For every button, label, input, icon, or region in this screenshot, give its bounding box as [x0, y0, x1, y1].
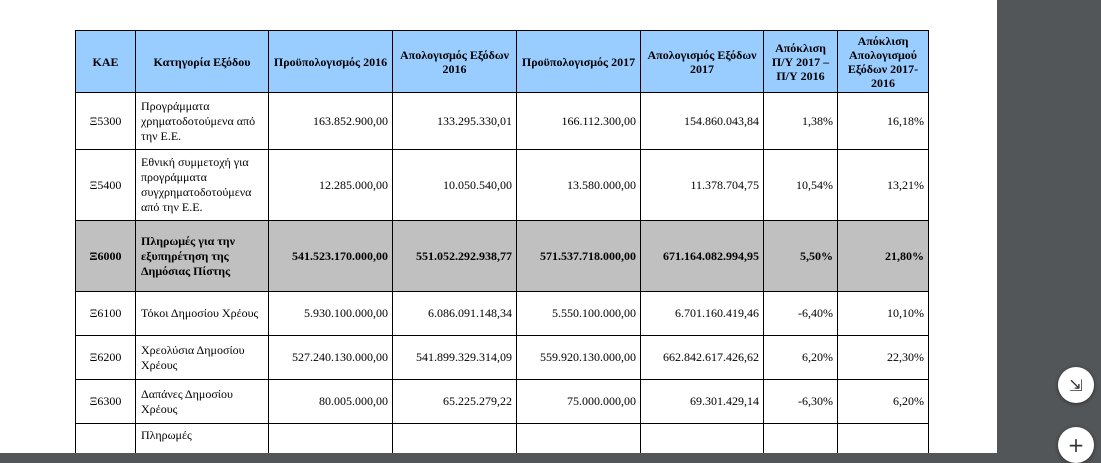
table-row: Ξ5400 Εθνική συμμετοχή για προγράμματα σ… — [75, 149, 929, 221]
cell-actual-2016: 133.295.330,01 — [392, 92, 517, 150]
pdf-page: ΚΑΕ Κατηγορία Εξόδου Προϋπολογισμός 2016… — [0, 0, 997, 453]
cell-category: Δαπάνες Δημοσίου Χρέους — [135, 379, 269, 424]
header-actual-2017: Απολογισμός Εξόδων 2017 — [640, 30, 764, 93]
table-row: Ξ6200 Χρεολύσια Δημοσίου Χρέους 527.240.… — [75, 335, 929, 380]
header-budget-deviation: Απόκλιση Π/Υ 2017 – Π/Υ 2016 — [763, 30, 838, 93]
header-kae: ΚΑΕ — [75, 30, 136, 93]
cell-actual-2016: 65.225.279,22 — [392, 379, 517, 424]
cell-actual-2017 — [640, 423, 764, 453]
cell-actual-2017: 6.701.160.419,46 — [640, 291, 764, 336]
cell-budget-deviation: -6,30% — [763, 379, 838, 424]
cell-actual-deviation — [837, 423, 929, 453]
cell-budget-2017: 5.550.100.000,00 — [516, 291, 641, 336]
cell-actual-deviation: 6,20% — [837, 379, 929, 424]
cell-actual-2016: 551.052.292.938,77 — [392, 220, 517, 292]
cell-actual-deviation: 13,21% — [837, 149, 929, 221]
expense-table: ΚΑΕ Κατηγορία Εξόδου Προϋπολογισμός 2016… — [75, 30, 929, 453]
cell-actual-deviation: 22,30% — [837, 335, 929, 380]
cell-actual-deviation: 16,18% — [837, 92, 929, 150]
table-row-partial: Πληρωμές — [75, 423, 929, 453]
header-actual-deviation: Απόκλιση Απολογισμού Εξόδων 2017-2016 — [837, 30, 929, 93]
cell-code: Ξ5400 — [75, 149, 136, 221]
header-budget-2016: Προϋπολογισμός 2016 — [268, 30, 393, 93]
cell-budget-deviation — [763, 423, 838, 453]
cell-category: Εθνική συμμετοχή για προγράμματα συγχρημ… — [135, 149, 269, 221]
cell-actual-deviation: 10,10% — [837, 291, 929, 336]
cell-actual-2016: 6.086.091.148,34 — [392, 291, 517, 336]
cell-code: Ξ6000 — [75, 220, 136, 292]
cell-category: Τόκοι Δημοσίου Χρέους — [135, 291, 269, 336]
cell-budget-2017: 571.537.718.000,00 — [516, 220, 641, 292]
cell-budget-deviation: 5,50% — [763, 220, 838, 292]
cell-budget-deviation: 1,38% — [763, 92, 838, 150]
fit-page-button[interactable]: ⇲ — [1058, 367, 1094, 403]
table-row: Ξ5300 Προγράμματα χρηματοδοτούμενα από τ… — [75, 92, 929, 150]
cell-actual-2016: 541.899.329.314,09 — [392, 335, 517, 380]
cell-budget-deviation: 10,54% — [763, 149, 838, 221]
cell-budget-2017: 559.920.130.000,00 — [516, 335, 641, 380]
header-budget-2017: Προϋπολογισμός 2017 — [516, 30, 641, 93]
cell-budget-2017 — [516, 423, 641, 453]
cell-code: Ξ6300 — [75, 379, 136, 424]
header-actual-2016: Απολογισμός Εξόδων 2016 — [392, 30, 517, 93]
cell-actual-2017: 154.860.043,84 — [640, 92, 764, 150]
zoom-in-icon: + — [1067, 433, 1085, 457]
cell-budget-2016: 541.523.170.000,00 — [268, 220, 393, 292]
cell-code: Ξ6200 — [75, 335, 136, 380]
cell-actual-deviation: 21,80% — [837, 220, 929, 292]
cell-category: Χρεολύσια Δημοσίου Χρέους — [135, 335, 269, 380]
cell-actual-2017: 69.301.429,14 — [640, 379, 764, 424]
cell-actual-2017: 671.164.082.994,95 — [640, 220, 764, 292]
cell-budget-2016: 12.285.000,00 — [268, 149, 393, 221]
cell-category: Πληρωμές για την εξυπηρέτηση της Δημόσια… — [135, 220, 269, 292]
cell-actual-2016 — [392, 423, 517, 453]
cell-budget-2016: 80.005.000,00 — [268, 379, 393, 424]
table-row-highlighted: Ξ6000 Πληρωμές για την εξυπηρέτηση της Δ… — [75, 220, 929, 292]
cell-actual-2016: 10.050.540,00 — [392, 149, 517, 221]
table-row: Ξ6100 Τόκοι Δημοσίου Χρέους 5.930.100.00… — [75, 291, 929, 336]
cell-budget-2016 — [268, 423, 393, 453]
cell-category: Πληρωμές — [135, 423, 269, 453]
cell-code: Ξ5300 — [75, 92, 136, 150]
cell-budget-deviation: 6,20% — [763, 335, 838, 380]
zoom-in-button[interactable]: + — [1058, 427, 1094, 463]
cell-code — [75, 423, 136, 453]
fit-page-icon: ⇲ — [1069, 375, 1083, 395]
table-header-row: ΚΑΕ Κατηγορία Εξόδου Προϋπολογισμός 2016… — [75, 30, 929, 93]
cell-actual-2017: 11.378.704,75 — [640, 149, 764, 221]
table-row: Ξ6300 Δαπάνες Δημοσίου Χρέους 80.005.000… — [75, 379, 929, 424]
cell-budget-2017: 13.580.000,00 — [516, 149, 641, 221]
cell-budget-2016: 5.930.100.000,00 — [268, 291, 393, 336]
cell-code: Ξ6100 — [75, 291, 136, 336]
cell-budget-deviation: -6,40% — [763, 291, 838, 336]
cell-budget-2017: 75.000.000,00 — [516, 379, 641, 424]
cell-budget-2016: 163.852.900,00 — [268, 92, 393, 150]
cell-category: Προγράμματα χρηματοδοτούμενα από την Ε.Ε… — [135, 92, 269, 150]
cell-actual-2017: 662.842.617.426,62 — [640, 335, 764, 380]
cell-budget-2016: 527.240.130.000,00 — [268, 335, 393, 380]
header-category: Κατηγορία Εξόδου — [135, 30, 269, 93]
cell-budget-2017: 166.112.300,00 — [516, 92, 641, 150]
